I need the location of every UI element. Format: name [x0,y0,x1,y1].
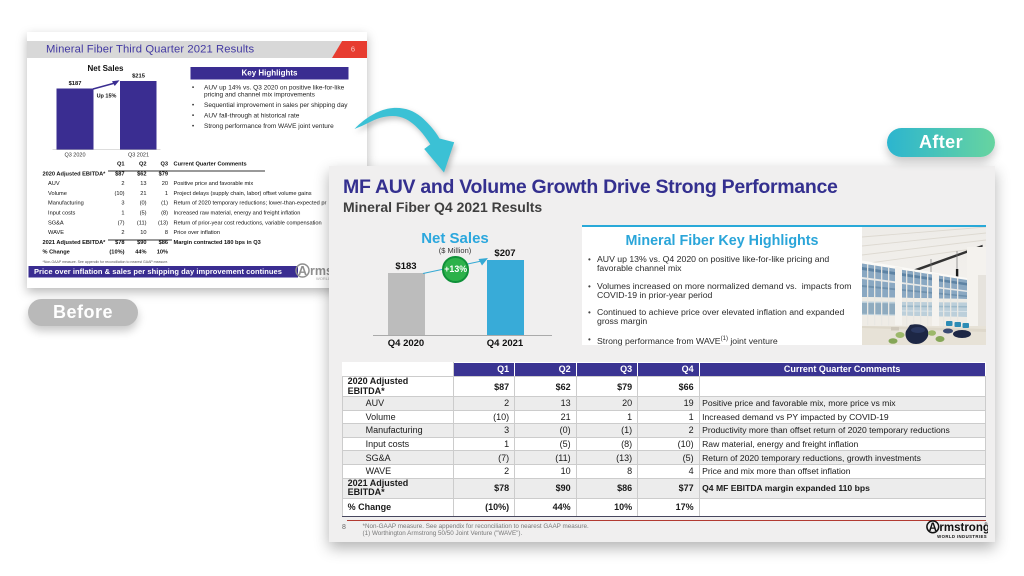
svg-text:®: ® [985,521,988,526]
svg-text:A: A [298,264,307,278]
svg-text:rmstrong: rmstrong [939,522,988,534]
svg-text:rms: rms [310,264,333,278]
svg-text:A: A [929,522,937,534]
svg-text:WORLD INDUSTRIES: WORLD INDUSTRIES [937,534,987,539]
svg-text:WORLD: WORLD [316,276,331,281]
